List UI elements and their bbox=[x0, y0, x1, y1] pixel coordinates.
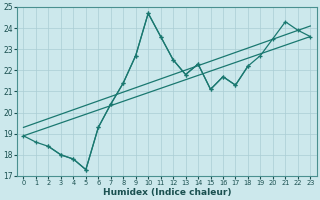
X-axis label: Humidex (Indice chaleur): Humidex (Indice chaleur) bbox=[103, 188, 231, 197]
